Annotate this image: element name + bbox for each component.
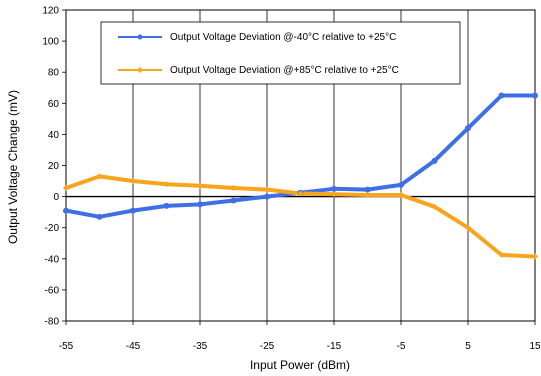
y-tick-label: 100 [42,37,59,48]
data-point-series-0 [230,197,237,204]
data-point-series-0 [197,201,203,208]
y-tick-label: 60 [48,99,60,110]
data-point-series-0 [130,207,136,214]
y-tick-label: -60 [45,285,60,296]
legend-box [100,21,461,85]
data-point-series-1 [498,251,505,258]
data-point-series-1 [398,192,404,199]
data-point-series-0 [532,92,538,99]
data-point-series-1 [96,173,103,180]
data-point-series-1 [431,203,438,210]
y-tick-label: 120 [42,6,59,17]
data-point-series-1 [297,190,304,197]
data-point-series-0 [264,193,270,200]
legend: Output Voltage Deviation @-40°C relative… [100,21,461,85]
data-point-series-1 [163,181,170,188]
data-point-series-0 [364,186,371,193]
y-tick-label: 80 [48,68,60,79]
x-axis: -55 -45 -35 -25 -15 -5 5 15 [59,321,541,352]
data-point-series-1 [197,182,203,189]
data-point-series-1 [264,186,270,193]
data-point-series-0 [431,157,438,164]
y-tick-label: 40 [48,130,60,141]
y-tick-label: 0 [53,192,59,203]
legend-label-series-1: Output Voltage Deviation @+85°C relative… [170,65,399,76]
x-tick-label: -5 [397,341,406,352]
data-point-series-0 [331,185,337,192]
y-tick-label: -20 [45,223,60,234]
y-tick-label: -40 [45,254,60,265]
data-point-series-0 [398,181,404,188]
data-point-series-0 [96,213,103,220]
legend-marker-series-1 [137,67,143,73]
x-tick-label: -25 [260,341,275,352]
data-point-series-1 [465,224,471,231]
data-point-series-0 [63,207,69,214]
y-axis: -80 -60 -40 -20 0 20 40 60 80 100 120 [42,6,66,328]
data-point-series-1 [364,192,371,199]
data-point-series-1 [230,185,237,192]
data-point-series-0 [465,125,471,132]
series-layer [63,92,538,260]
x-tick-label: -15 [327,341,342,352]
x-axis-label: Input Power (dBm) [250,358,350,372]
data-point-series-0 [498,92,505,99]
series-line-0 [64,93,537,219]
x-tick-label: -35 [193,341,208,352]
y-tick-label: 20 [48,161,60,172]
y-axis-label: Output Voltage Change (mV) [6,90,20,244]
data-point-series-1 [130,178,136,185]
data-point-series-1 [532,253,538,260]
legend-marker-series-0 [137,34,143,40]
x-tick-label: 5 [465,341,471,352]
x-tick-label: -55 [59,341,74,352]
y-tick-label: -80 [45,317,60,328]
data-point-series-1 [63,185,69,192]
x-tick-label: 15 [529,341,541,352]
series-line-1 [64,174,537,259]
data-point-series-1 [331,191,337,198]
x-tick-label: -45 [126,341,141,352]
data-point-series-0 [163,202,170,209]
legend-label-series-0: Output Voltage Deviation @-40°C relative… [170,32,396,43]
